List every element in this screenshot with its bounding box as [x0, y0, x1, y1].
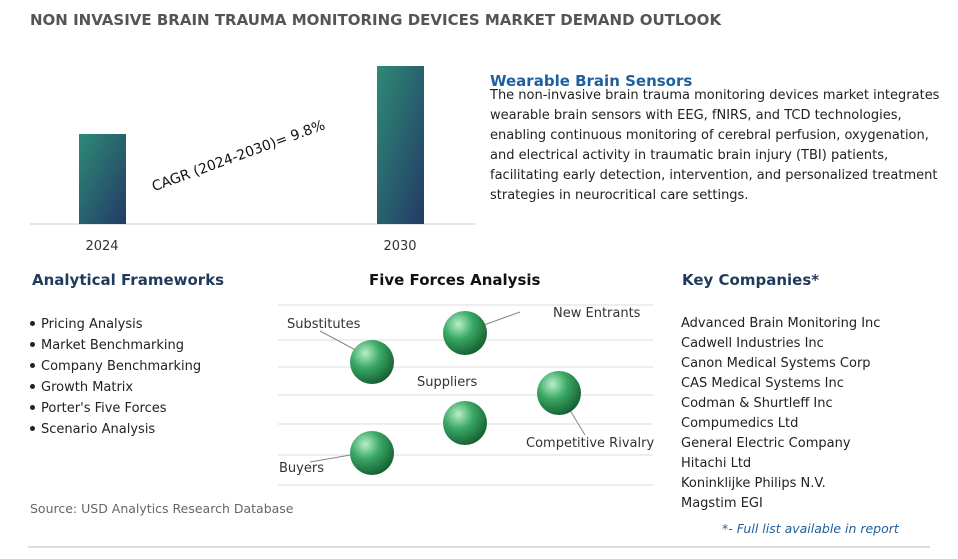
- list-item: Scenario Analysis: [30, 419, 201, 440]
- section-title: Five Forces Analysis: [369, 271, 541, 289]
- item-text: Koninklijke Philips N.V.: [681, 476, 826, 491]
- item-text: Compumedics Ltd: [681, 416, 799, 431]
- item-text: Market Benchmarking: [41, 338, 184, 353]
- force-label: Suppliers: [417, 375, 478, 390]
- list-item: General Electric Company: [681, 434, 880, 454]
- bullet: [30, 426, 35, 431]
- force-label: Competitive Rivalry: [526, 436, 654, 451]
- list-item: Magstim EGI: [681, 494, 880, 514]
- bar: [79, 134, 126, 224]
- bullet: [30, 342, 35, 347]
- item-text: Advanced Brain Monitoring Inc: [681, 316, 881, 331]
- item-text: Pricing Analysis: [41, 317, 143, 332]
- highlight-text: The non-invasive brain trauma monitoring…: [490, 88, 940, 203]
- force-label: Substitutes: [287, 317, 361, 332]
- item-text: Hitachi Ltd: [681, 456, 752, 471]
- item-text: Cadwell Industries Inc: [681, 336, 824, 351]
- year-label: 2030: [383, 239, 416, 254]
- item-text: Codman & Shurtleff Inc: [681, 396, 833, 411]
- list-item: Advanced Brain Monitoring Inc: [681, 314, 880, 334]
- item-text: Growth Matrix: [41, 380, 134, 395]
- list-item: Canon Medical Systems Corp: [681, 354, 880, 374]
- page-title: NON INVASIVE BRAIN TRAUMA MONITORING DEV…: [30, 11, 722, 29]
- list-item: Hitachi Ltd: [681, 454, 880, 474]
- bullet: [30, 363, 35, 368]
- framework-list: Pricing Analysis Market Benchmarking Compa…: [30, 314, 201, 440]
- list-item: Market Benchmarking: [30, 335, 201, 356]
- item-text: CAS Medical Systems Inc: [681, 376, 844, 391]
- item-text: Scenario Analysis: [41, 422, 156, 437]
- force-label: Buyers: [279, 461, 324, 476]
- force-label: New Entrants: [553, 306, 641, 321]
- item-text: General Electric Company: [681, 436, 851, 451]
- list-item: Codman & Shurtleff Inc: [681, 394, 880, 414]
- bar: [377, 66, 424, 224]
- section-title: Analytical Frameworks: [32, 271, 225, 289]
- list-item: Pricing Analysis: [30, 314, 201, 335]
- item-text: Magstim EGI: [681, 496, 763, 511]
- company-list: Advanced Brain Monitoring Inc Cadwell Ind…: [681, 314, 880, 514]
- list-item: CAS Medical Systems Inc: [681, 374, 880, 394]
- bullet: [30, 405, 35, 410]
- force-spheres: [350, 311, 581, 475]
- list-item: Growth Matrix: [30, 377, 201, 398]
- cagr-label: CAGR (2024-2030)= 9.8%: [150, 117, 328, 195]
- item-text: Company Benchmarking: [41, 359, 202, 374]
- list-item: Compumedics Ltd: [681, 414, 880, 434]
- footnote: *- Full list available in report: [722, 521, 899, 536]
- list-item: Koninklijke Philips N.V.: [681, 474, 880, 494]
- item-text: Porter's Five Forces: [41, 401, 167, 416]
- list-item: Company Benchmarking: [30, 356, 201, 377]
- highlight-title: Wearable Brain Sensors: [490, 72, 693, 90]
- section-title: Key Companies*: [682, 271, 820, 289]
- item-text: Canon Medical Systems Corp: [681, 356, 871, 371]
- bullet: [30, 384, 35, 389]
- list-item: Porter's Five Forces: [30, 398, 201, 419]
- list-item: Cadwell Industries Inc: [681, 334, 880, 354]
- source: Source: USD Analytics Research Database: [30, 501, 294, 516]
- bullet: [30, 321, 35, 326]
- year-label: 2024: [85, 239, 118, 254]
